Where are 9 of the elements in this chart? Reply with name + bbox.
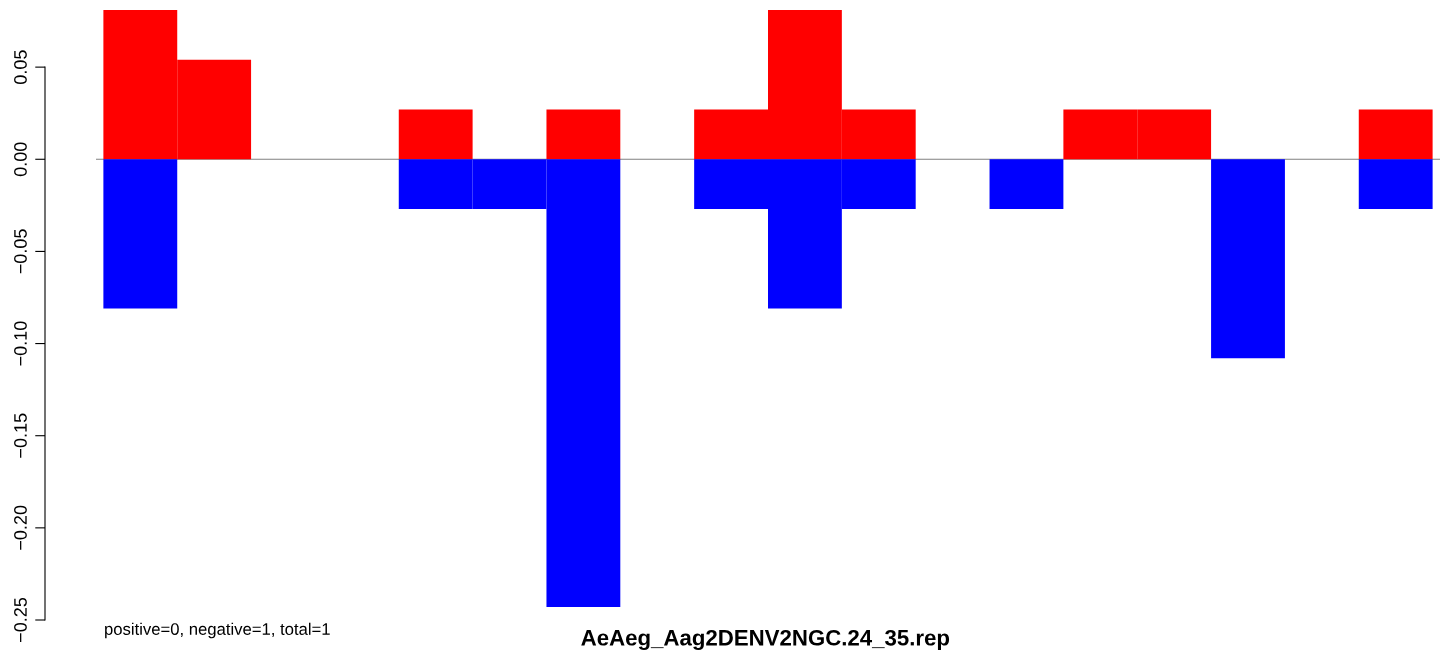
y-tick-label: −0.20	[14, 505, 27, 550]
y-tick-label: 0.00	[14, 142, 27, 177]
y-tick-label: −0.10	[14, 321, 27, 366]
text: positive=0, negative=1, total=1	[105, 622, 330, 639]
y-tick-label: 0.05	[14, 50, 27, 84]
x-axis-title: AeAeg_Aag2DENV2NGC.24_35.rep	[581, 629, 950, 651]
y-tick-label: −0.25	[14, 597, 27, 642]
y-tick-label: −0.15	[14, 413, 27, 458]
y-tick-label: −0.05	[14, 229, 27, 274]
